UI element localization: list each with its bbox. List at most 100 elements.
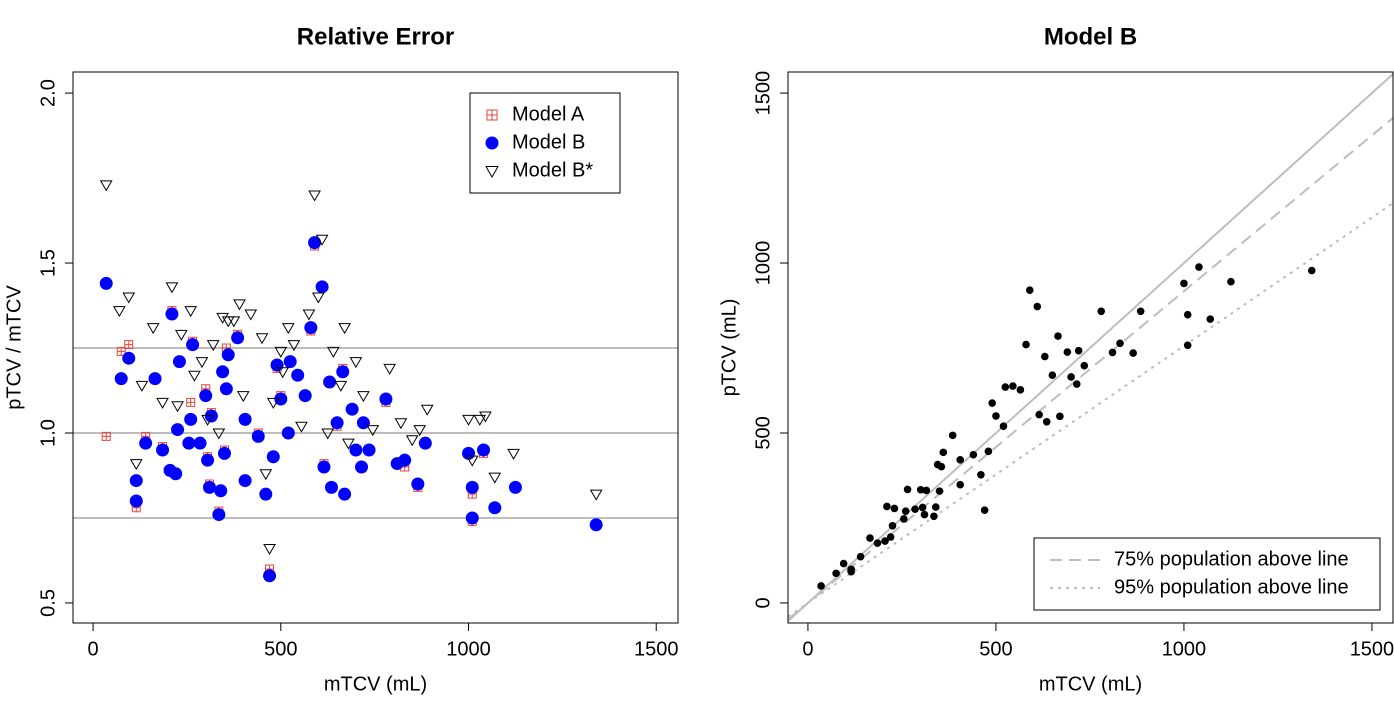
x-tick-label: 500	[264, 638, 297, 660]
point	[888, 521, 897, 530]
point	[182, 436, 196, 450]
y-tick-label: 1000	[752, 241, 774, 286]
point	[418, 436, 432, 450]
point	[1097, 307, 1106, 316]
reference-line	[788, 117, 1393, 621]
point	[394, 418, 408, 430]
point	[184, 306, 198, 318]
point	[355, 460, 369, 474]
legend-label: Model B	[512, 131, 585, 153]
point	[295, 421, 308, 433]
point	[856, 552, 865, 561]
point	[99, 276, 113, 290]
point	[129, 494, 143, 508]
point	[1180, 279, 1188, 288]
x-tick-label: 1500	[1350, 638, 1394, 660]
x-tick-label: 1000	[446, 638, 491, 660]
point	[165, 307, 179, 321]
point	[233, 299, 246, 311]
point	[1307, 266, 1316, 275]
point	[291, 368, 305, 382]
point	[227, 316, 241, 328]
point	[873, 539, 882, 547]
point	[398, 453, 412, 467]
point	[1048, 371, 1057, 380]
point	[1183, 310, 1192, 319]
point	[890, 504, 899, 513]
point	[349, 357, 363, 369]
point	[281, 323, 295, 335]
point	[129, 474, 143, 488]
point	[465, 455, 479, 467]
point	[465, 511, 479, 525]
chart-title: Relative Error	[297, 23, 454, 50]
point	[356, 416, 370, 430]
point	[465, 480, 479, 494]
point	[1067, 373, 1075, 381]
y-tick-label: 500	[752, 416, 774, 449]
point	[405, 435, 419, 447]
x-axis-label: mTCV (mL)	[1039, 673, 1142, 695]
point	[488, 501, 502, 515]
reference-line	[788, 73, 1393, 622]
point	[1033, 302, 1042, 311]
legend-symbol	[485, 136, 499, 150]
point	[462, 446, 476, 460]
point	[411, 477, 425, 491]
point	[980, 506, 989, 514]
point	[171, 423, 185, 437]
point	[338, 323, 351, 335]
point	[1001, 383, 1010, 391]
legend: 75% population above line 95% population …	[1033, 537, 1381, 611]
point	[342, 438, 355, 450]
point	[212, 428, 226, 440]
point	[901, 507, 910, 515]
point	[1016, 386, 1025, 394]
point	[956, 456, 965, 464]
point	[201, 453, 215, 467]
point	[298, 389, 312, 403]
point	[114, 372, 128, 386]
plot-area	[788, 73, 1393, 622]
chart-title: Model B	[1044, 23, 1137, 50]
point	[956, 480, 965, 489]
point	[866, 534, 874, 542]
point	[202, 480, 216, 494]
point	[916, 485, 925, 494]
point	[349, 443, 363, 457]
point	[937, 462, 946, 471]
plot-frame	[72, 71, 679, 624]
point	[922, 486, 931, 495]
point	[362, 443, 376, 457]
point	[881, 537, 889, 545]
point	[186, 338, 200, 352]
point	[165, 282, 179, 294]
legend-label: Model A	[512, 103, 585, 125]
legend-symbol	[486, 109, 498, 121]
point	[122, 292, 136, 304]
point	[935, 487, 944, 495]
point	[911, 505, 919, 513]
point	[1080, 361, 1089, 370]
point	[199, 389, 213, 403]
point	[900, 515, 908, 523]
point	[201, 414, 214, 426]
x-tick-label: 0	[802, 638, 813, 660]
point	[193, 436, 207, 450]
plot-frame	[787, 71, 1394, 624]
x-axis-label: mTCV (mL)	[324, 673, 427, 695]
point	[1074, 346, 1083, 355]
point	[507, 448, 520, 460]
point	[281, 426, 295, 440]
point	[315, 234, 329, 246]
point	[263, 544, 276, 556]
point	[317, 460, 331, 474]
point	[508, 480, 522, 494]
point	[214, 484, 228, 498]
point	[1227, 277, 1235, 286]
point	[263, 569, 277, 583]
point	[270, 358, 284, 372]
point	[302, 309, 316, 321]
